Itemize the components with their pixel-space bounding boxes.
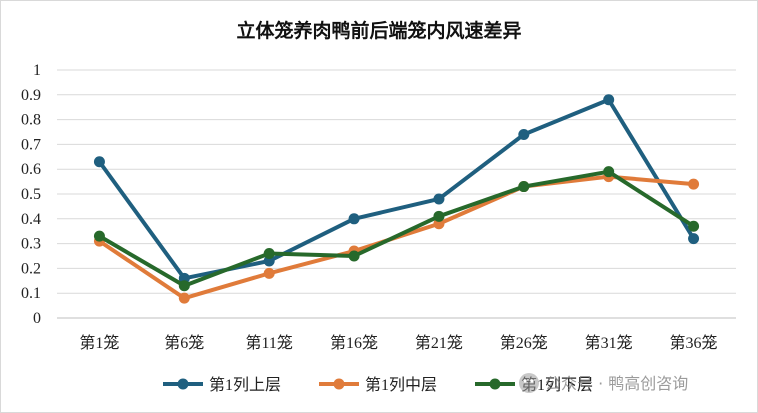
y-tick-label: 0: [33, 310, 41, 327]
y-tick-label: 0.3: [21, 236, 41, 253]
y-tick-label: 0.6: [21, 161, 41, 178]
watermark-text: 公众号 · 鸭高创咨询: [545, 374, 688, 393]
y-tick-label: 0.1: [21, 285, 41, 302]
series-3: [93, 166, 700, 292]
data-point: [263, 267, 275, 279]
x-tick-label: 第6笼: [164, 334, 204, 352]
y-tick-label: 0.4: [21, 211, 41, 228]
legend-item: 第1列下层: [475, 376, 593, 394]
x-tick-label: 第36笼: [670, 334, 718, 352]
x-tick-label: 第21笼: [415, 334, 463, 352]
legend: 第1列上层 第1列中层 第1列下层: [163, 376, 593, 394]
data-point: [178, 280, 190, 292]
y-tick-label: 1: [33, 62, 41, 79]
series-lines: [93, 94, 700, 304]
wechat-icon-eye-left: [523, 379, 527, 383]
data-point: [688, 178, 700, 190]
y-tick-label: 0.5: [21, 186, 41, 203]
data-point: [603, 94, 615, 106]
legend-label: 第1列上层: [209, 376, 281, 394]
data-point: [518, 181, 530, 193]
y-tick-label: 0.7: [21, 136, 41, 153]
data-point: [688, 220, 700, 232]
data-point: [433, 193, 445, 205]
wechat-icon: [519, 373, 539, 393]
x-tick-label: 第26笼: [500, 334, 548, 352]
y-tick-label: 0.9: [21, 87, 41, 104]
x-tick-label: 第31笼: [585, 334, 633, 352]
legend-swatch-marker: [333, 378, 345, 390]
wechat-icon-eye-right: [530, 379, 534, 383]
data-point: [433, 210, 445, 222]
x-axis-ticks: 第1笼 第6笼 第11笼 第16笼 第21笼 第26笼 第31笼 第36笼: [79, 334, 717, 352]
gridlines: [57, 69, 736, 319]
y-tick-label: 0.2: [21, 260, 41, 277]
data-point: [263, 248, 275, 260]
data-point: [178, 292, 190, 304]
series-line: [97, 169, 696, 288]
x-tick-label: 第1笼: [79, 334, 119, 352]
legend-item: 第1列上层: [163, 376, 281, 394]
data-point: [348, 250, 360, 262]
chart-title: 立体笼养肉鸭前后端笼内风速差异: [236, 19, 521, 42]
legend-label: 第1列下层: [521, 376, 593, 394]
data-point: [348, 213, 360, 225]
legend-label: 第1列中层: [365, 376, 437, 394]
legend-item: 第1列中层: [319, 376, 437, 394]
y-axis-ticks: 0 0.1 0.2 0.3 0.4 0.5 0.6 0.7 0.8 0.9 1: [21, 62, 41, 327]
legend-swatch-marker: [177, 378, 189, 390]
x-tick-label: 第16笼: [330, 334, 378, 352]
y-tick-label: 0.8: [21, 112, 41, 129]
data-point: [518, 128, 530, 140]
legend-swatch-marker: [489, 378, 501, 390]
x-tick-label: 第11笼: [245, 334, 292, 352]
data-point: [93, 230, 105, 242]
data-point: [93, 156, 105, 168]
series-1: [93, 94, 700, 284]
series-line: [97, 97, 696, 281]
data-point: [603, 166, 615, 178]
data-point: [688, 233, 700, 245]
watermark: 公众号 · 鸭高创咨询: [519, 373, 688, 393]
